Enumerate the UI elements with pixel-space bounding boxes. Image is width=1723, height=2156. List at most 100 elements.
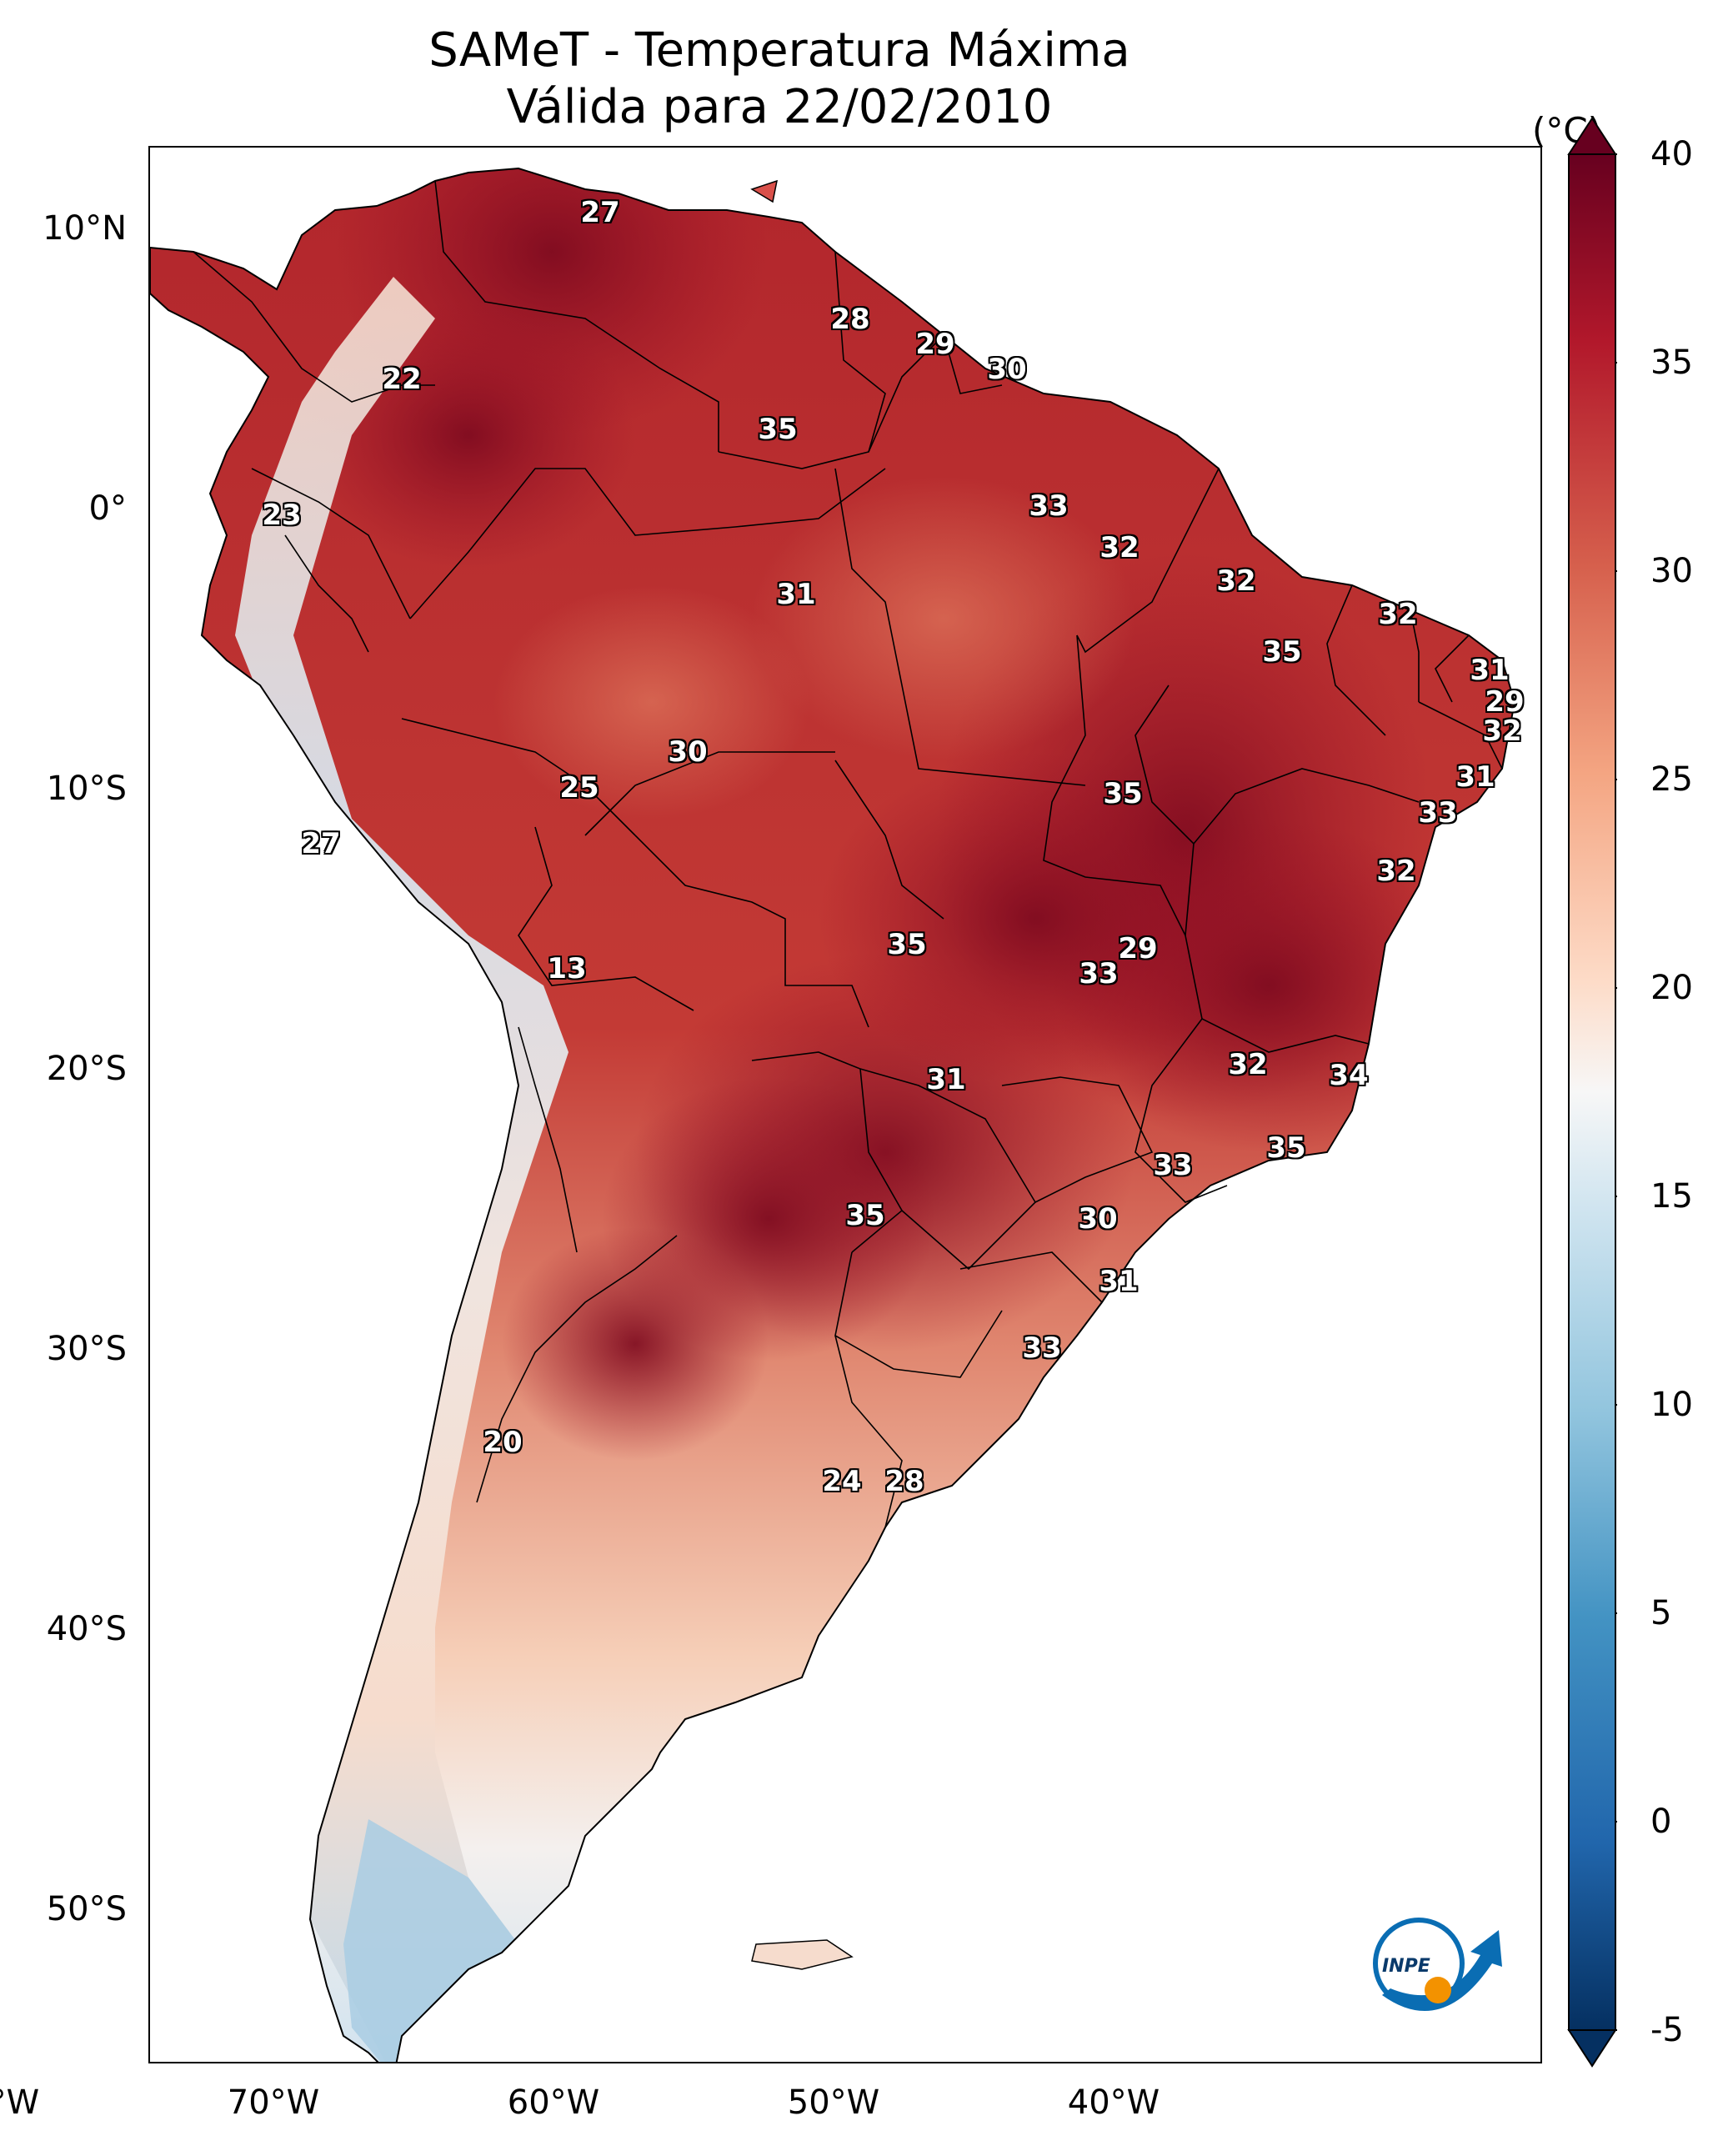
political-border	[1001, 1076, 1154, 1203]
map-title-line2: Válida para 22/02/2010	[506, 80, 1053, 134]
political-border	[1418, 701, 1503, 770]
political-border	[718, 251, 886, 469]
isotherm-label: 31	[1099, 1265, 1139, 1298]
isotherm-label: 32	[1378, 598, 1418, 631]
political-border	[476, 1235, 678, 1503]
isotherm-label: 23	[262, 499, 302, 532]
colorbar-tick-label: 5	[1650, 1594, 1672, 1632]
isotherm-label: 35	[1266, 1131, 1306, 1165]
colorbar-tick-label: 20	[1650, 969, 1693, 1007]
colorbar-gradient	[1568, 153, 1616, 2031]
political-border	[284, 534, 369, 653]
lon-tick-label: 50°W	[787, 2083, 880, 2122]
political-border	[1134, 684, 1420, 845]
isotherm-label: 33	[1029, 489, 1069, 523]
isotherm-label: 32	[1228, 1048, 1268, 1081]
lat-tick-label: 50°S	[46, 1890, 127, 1928]
isotherm-label: 29	[1118, 932, 1158, 965]
isotherm-label: 31	[1470, 654, 1510, 687]
lat-tick-label: 20°S	[46, 1050, 127, 1088]
political-border	[401, 718, 636, 836]
political-border	[409, 468, 886, 619]
isotherm-label: 35	[887, 928, 927, 961]
lat-tick-label: 10°S	[46, 770, 127, 808]
warm-zone	[493, 585, 810, 819]
coastline	[150, 167, 1516, 2062]
isotherm-label: 33	[1022, 1331, 1062, 1365]
isotherm-label: 27	[301, 827, 341, 860]
isotherm-label: 32	[1376, 855, 1416, 888]
political-border	[584, 751, 835, 836]
political-border	[834, 1251, 1003, 1378]
colorbar-tick-label: -5	[1650, 2011, 1684, 2049]
andes-cool-zone	[235, 277, 568, 2062]
temperature-map	[150, 167, 1516, 2062]
lon-tick-label: 70°W	[227, 2083, 320, 2122]
map-panel	[148, 146, 1542, 2063]
colorbar-tick-label: 10	[1650, 1386, 1693, 1424]
temperature-field	[235, 168, 1485, 2062]
logo-text: INPE	[1382, 1956, 1430, 1977]
lon-tick-label: 60°W	[507, 2083, 600, 2122]
isotherm-label: 20	[483, 1426, 523, 1459]
colorbar	[1567, 117, 1617, 2068]
political-border	[634, 835, 869, 1028]
isotherm-label: 28	[830, 303, 870, 336]
political-border	[834, 468, 1086, 786]
lat-tick-label: 40°S	[46, 1610, 127, 1648]
political-border	[1134, 1018, 1228, 1203]
isotherm-label: 31	[926, 1063, 966, 1096]
isotherm-label: 35	[845, 1199, 885, 1232]
isotherm-label: 29	[1485, 685, 1525, 719]
political-border	[1043, 634, 1186, 936]
isotherm-label: 31	[776, 578, 816, 611]
political-border	[518, 826, 694, 1011]
political-border	[868, 334, 944, 453]
logo-sun	[1425, 1977, 1451, 2003]
lon-tick-label: 40°W	[1067, 2083, 1160, 2122]
political-border	[834, 760, 944, 920]
inpe-logo: INPE	[1373, 1918, 1502, 2012]
political-border	[1185, 843, 1370, 1053]
falkland-islands	[751, 1939, 854, 1970]
isotherm-label: 25	[559, 771, 599, 805]
political-border	[943, 334, 1003, 394]
colorbar-tick-label: 30	[1650, 552, 1693, 590]
isotherm-label: 27	[580, 196, 620, 229]
isotherm-label: 22	[382, 363, 422, 396]
colorbar-tick-label: 40	[1650, 135, 1693, 173]
colorbar-tick-label: 25	[1650, 760, 1693, 799]
isotherm-label: 29	[915, 328, 955, 361]
political-border	[434, 180, 719, 452]
political-border	[859, 1068, 1037, 1271]
isotherm-label: 13	[547, 952, 587, 985]
hot-zone	[502, 1227, 769, 1461]
political-border	[959, 1251, 1103, 1303]
isotherm-label: 35	[1262, 635, 1302, 669]
political-border	[251, 468, 411, 619]
lat-tick-label: 0°	[88, 489, 127, 528]
isotherm-label: 33	[1079, 957, 1119, 990]
map-title-line1: SAMeT - Temperatura Máxima	[428, 23, 1130, 78]
political-border	[1410, 609, 1420, 702]
political-border	[1435, 634, 1470, 703]
isotherm-label: 28	[884, 1465, 924, 1498]
colorbar-tick-label: 15	[1650, 1177, 1693, 1216]
colorbar-tick-label: 0	[1650, 1803, 1672, 1841]
colorbar-tick-label: 35	[1650, 343, 1693, 382]
isotherm-label: 32	[1482, 714, 1522, 748]
isotherm-label: 30	[1078, 1202, 1118, 1236]
isotherm-label: 35	[1103, 777, 1143, 810]
isotherm-label: 32	[1099, 531, 1139, 564]
warm-zone	[752, 477, 1135, 760]
isotherm-label: 33	[1418, 796, 1458, 830]
political-border	[751, 1051, 904, 1253]
colorbar-lower-extension	[1567, 2029, 1617, 2068]
isotherm-label: 30	[987, 353, 1027, 386]
isotherm-label: 32	[1216, 564, 1256, 598]
lon-tick-label: 80°W	[0, 2083, 40, 2122]
caribbean-island	[750, 179, 778, 203]
lat-tick-label: 10°N	[43, 209, 127, 248]
isotherm-label: 24	[822, 1465, 862, 1498]
isotherm-label: 34	[1329, 1059, 1369, 1092]
